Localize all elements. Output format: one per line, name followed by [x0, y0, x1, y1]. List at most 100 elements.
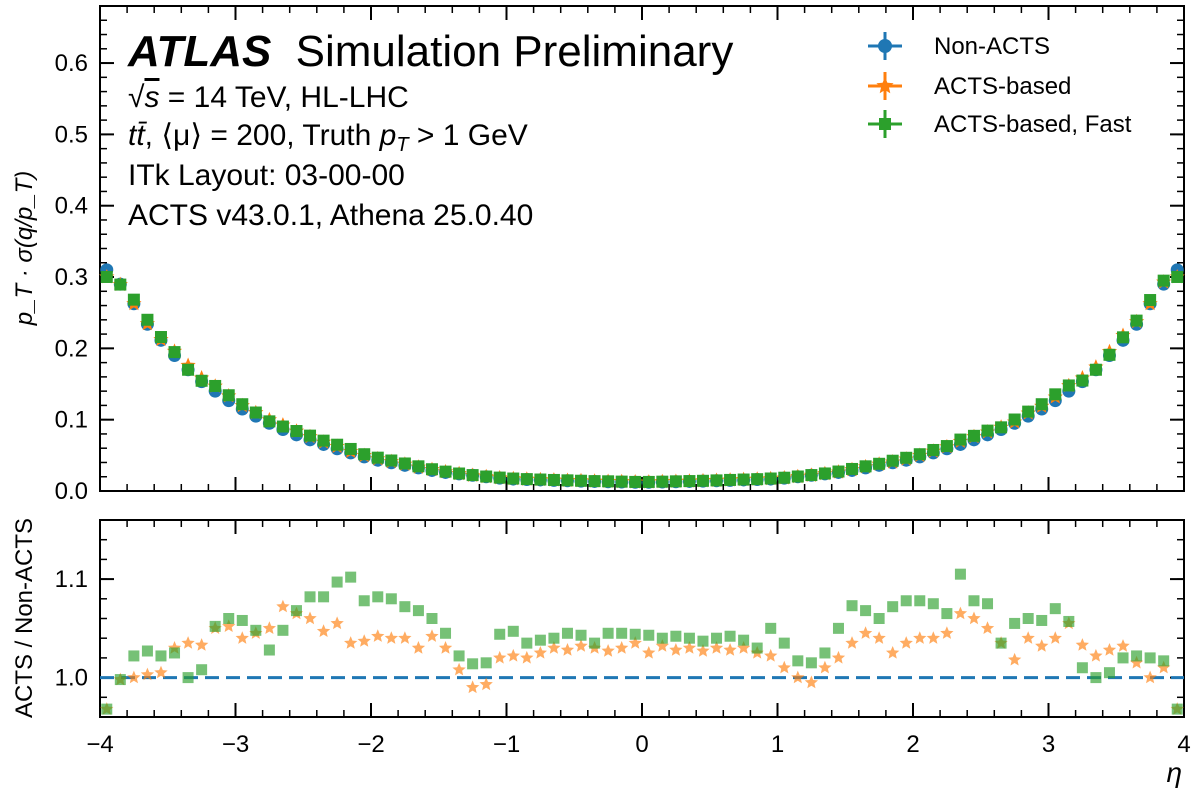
ratio-point-acts-based	[344, 636, 358, 649]
ratio-point-acts-fast	[819, 647, 831, 659]
ratio-point-acts-based	[438, 641, 453, 654]
ratio-point-acts-fast	[629, 628, 641, 640]
main-point-acts-fast	[276, 420, 289, 433]
ratio-point-acts-fast	[236, 614, 248, 626]
ratio-point-acts-based	[723, 643, 737, 656]
ratio-axis-ticks: −4 −3 −2 −1 0 1 2 3 4 1.0 1.1	[55, 519, 1191, 758]
ratio-point-acts-based	[547, 641, 561, 654]
ratio-point-acts-fast	[900, 595, 912, 607]
ratio-point-acts-fast	[440, 627, 452, 639]
svg-text:ATLAS Simulation Prelimi: ATLAS Simulation Preliminary	[127, 27, 733, 76]
software-annotation: ACTS v43.0.1, Athena 25.0.40	[128, 199, 533, 232]
ratio-point-acts-fast	[792, 655, 804, 667]
ratio-point-acts-fast	[738, 634, 750, 646]
main-point-acts-fast	[1076, 374, 1089, 387]
main-point-acts-fast	[954, 433, 967, 446]
x-tick-label: 1	[771, 731, 784, 758]
main-point-acts-fast	[1117, 331, 1130, 344]
ratio-point-acts-based	[1008, 652, 1022, 666]
ratio-point-acts-fast	[507, 625, 519, 637]
main-point-acts-fast	[981, 424, 994, 437]
main-point-acts-fast	[737, 473, 750, 486]
main-point-acts-fast	[371, 451, 384, 464]
legend-label-non-acts: Non-ACTS	[934, 33, 1050, 60]
main-point-acts-fast	[791, 470, 804, 483]
main-point-acts-fast	[995, 421, 1008, 434]
main-point-acts-fast	[466, 469, 479, 482]
main-point-acts-fast	[615, 475, 628, 488]
ratio-point-acts-fast	[697, 635, 709, 647]
main-point-acts-fast	[358, 448, 371, 461]
ratio-point-acts-fast	[887, 601, 899, 613]
ratio-point-acts-based	[222, 619, 236, 632]
main-point-acts-fast	[724, 473, 737, 486]
legend-entry-acts-fast: ACTS-based, Fast	[868, 110, 1132, 138]
ratio-point-acts-fast	[805, 657, 817, 669]
main-point-acts-fast	[913, 448, 926, 461]
ratio-point-acts-fast	[1063, 615, 1075, 627]
ratio-point-acts-fast	[711, 632, 723, 644]
main-point-acts-fast	[751, 473, 764, 486]
main-y-axis-label: p_T · σ(q/p_T)	[11, 171, 38, 327]
x-tick-label: 2	[906, 731, 919, 758]
ratio-point-acts-fast	[968, 595, 980, 607]
x-tick-label: −2	[357, 731, 384, 758]
ratio-point-acts-based	[479, 677, 493, 691]
x-tick-label: −1	[493, 731, 520, 758]
ratio-point-acts-fast	[995, 637, 1007, 649]
x-tick-label: −3	[222, 731, 249, 758]
ratio-point-acts-fast	[1171, 703, 1183, 715]
ratio-point-acts-fast	[290, 605, 302, 617]
ratio-point-acts-based	[628, 636, 642, 649]
ratio-point-acts-based	[357, 634, 371, 647]
ratio-point-acts-fast	[1103, 667, 1115, 679]
ratio-point-acts-based	[262, 621, 276, 634]
ratio-point-acts-fast	[778, 637, 790, 649]
main-point-acts-fast	[412, 460, 425, 473]
ratio-point-acts-fast	[1090, 672, 1102, 684]
main-point-acts-fast	[805, 469, 818, 482]
ratio-point-acts-based	[831, 650, 846, 664]
main-point-acts-fast	[547, 473, 560, 486]
atlas-logo-text: ATLAS	[127, 27, 271, 76]
ratio-point-acts-based	[926, 631, 940, 644]
ratio-point-acts-fast	[751, 642, 763, 654]
main-point-acts-fast	[263, 415, 276, 428]
x-axis-label: η	[1166, 757, 1182, 788]
ratio-data-points	[100, 568, 1184, 715]
ratio-point-acts-fast	[616, 627, 628, 639]
ratio-point-acts-fast	[426, 613, 438, 624]
ratio-point-acts-based	[398, 631, 412, 644]
main-point-acts-fast	[873, 457, 886, 470]
ratio-point-acts-fast	[860, 605, 872, 617]
ratio-y-tick-label: 1.1	[55, 566, 88, 593]
main-point-acts-fast	[1171, 270, 1184, 283]
main-y-tick-label: 0.1	[55, 407, 88, 434]
main-point-acts-fast	[602, 475, 615, 488]
main-point-acts-fast	[669, 475, 682, 488]
ratio-point-acts-fast	[765, 622, 777, 634]
ratio-point-acts-based	[1129, 655, 1144, 669]
main-point-acts-fast	[249, 406, 262, 419]
main-point-acts-fast	[236, 398, 249, 411]
ratio-point-acts-fast	[480, 657, 492, 669]
main-point-acts-fast	[1103, 348, 1116, 361]
main-point-acts-fast	[493, 471, 506, 484]
ratio-point-acts-fast	[114, 674, 126, 686]
main-point-acts-fast	[507, 472, 520, 485]
ratio-point-acts-fast	[521, 637, 533, 649]
main-y-tick-label: 0.3	[55, 264, 88, 291]
main-point-acts-fast	[832, 465, 845, 478]
main-point-acts-fast	[629, 475, 642, 488]
main-point-acts-fast	[1022, 405, 1035, 418]
main-point-acts-fast	[317, 434, 330, 447]
ratio-point-acts-based	[316, 624, 331, 637]
ratio-point-acts-fast	[494, 628, 506, 640]
ratio-point-acts-fast	[1076, 662, 1088, 674]
x-tick-label: 3	[1042, 731, 1055, 758]
ratio-point-acts-based	[1157, 660, 1171, 674]
ratio-point-acts-based	[804, 675, 818, 689]
ratio-point-acts-fast	[846, 600, 858, 612]
ratio-point-acts-fast	[277, 624, 289, 636]
main-data-points	[99, 263, 1185, 489]
